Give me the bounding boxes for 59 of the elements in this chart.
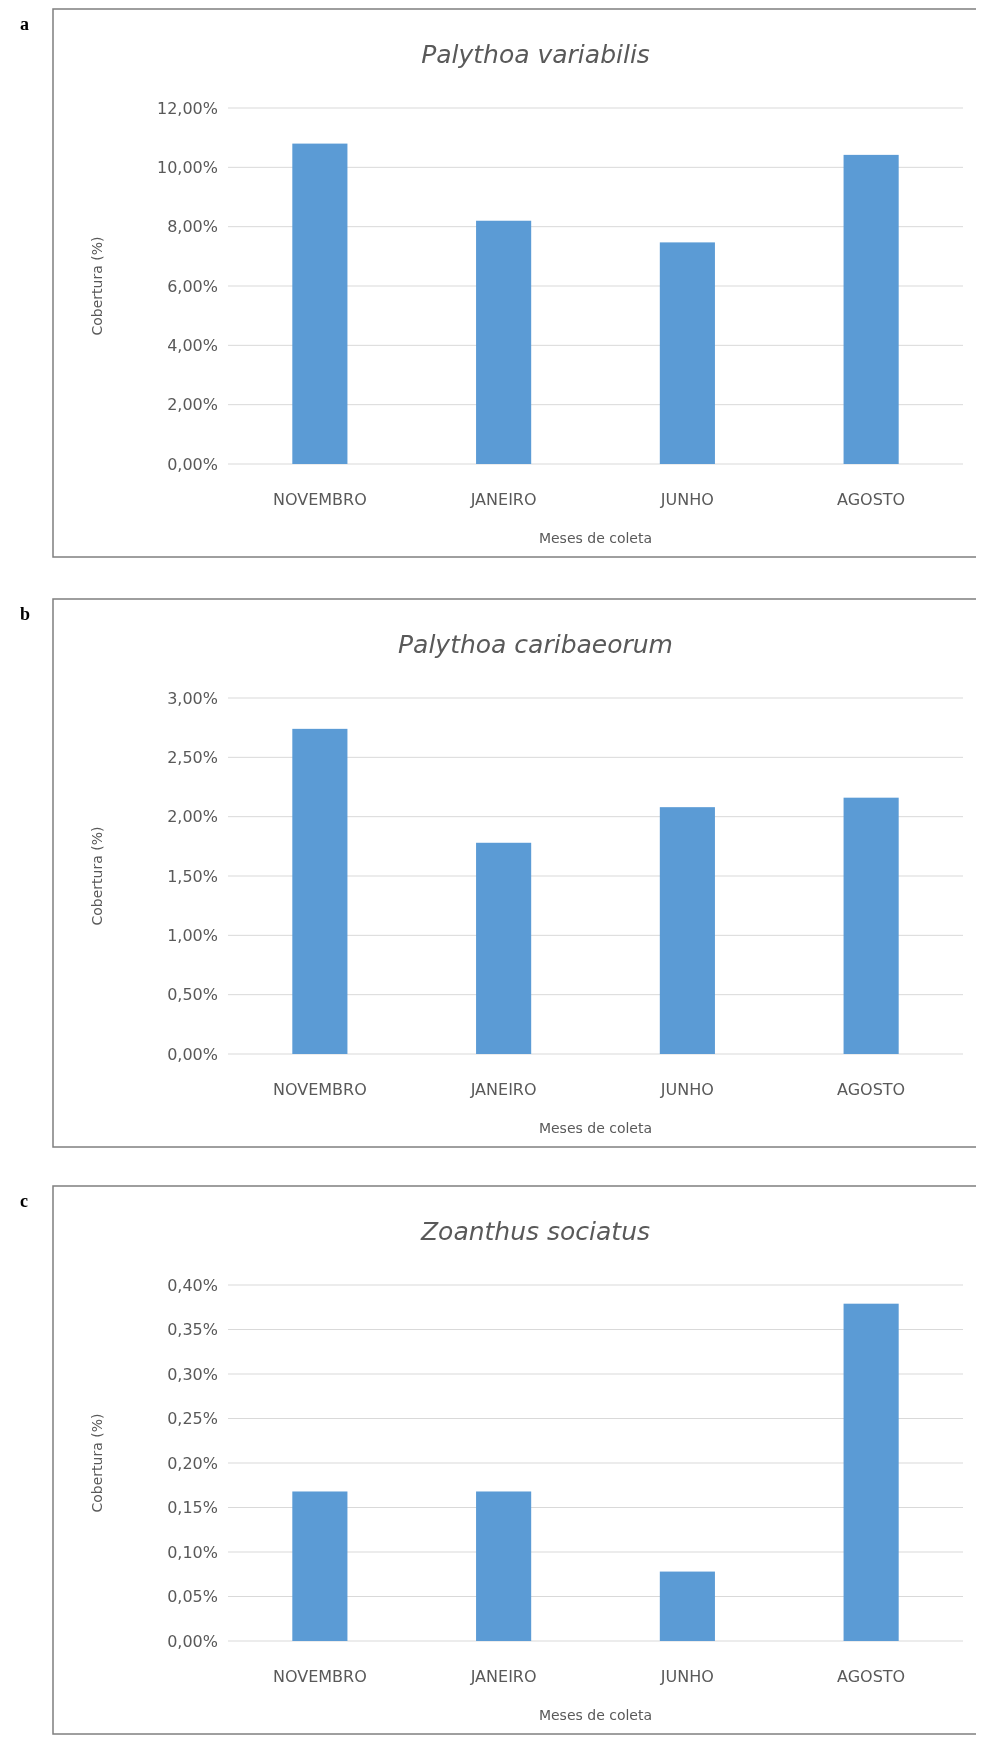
x-axis-title: Meses de coleta xyxy=(538,1707,653,1723)
bar xyxy=(659,807,715,1054)
y-axis-title: Cobertura (%) xyxy=(89,1413,105,1513)
y-tick-label: 1,00% xyxy=(167,925,218,945)
y-tick-label: 0,00% xyxy=(167,1631,218,1651)
x-tick-label: NOVEMBRO xyxy=(272,1080,367,1099)
x-tick-label: AGOSTO xyxy=(837,1667,906,1686)
bar xyxy=(292,728,348,1054)
x-axis-title: Meses de coleta xyxy=(538,530,653,546)
bar xyxy=(843,797,899,1054)
y-tick-label: 12,00% xyxy=(156,98,218,118)
chart-title: Zoanthus sociatus xyxy=(419,1217,651,1246)
bar xyxy=(476,220,532,464)
y-tick-label: 0,15% xyxy=(167,1498,218,1518)
y-tick-label: 0,25% xyxy=(167,1409,218,1429)
bar xyxy=(292,143,348,464)
y-tick-label: 0,00% xyxy=(167,1044,218,1064)
bar xyxy=(292,1491,348,1641)
y-tick-label: 0,50% xyxy=(167,985,218,1005)
y-tick-label: 0,35% xyxy=(167,1320,218,1340)
y-tick-label: 2,00% xyxy=(167,395,218,415)
chart-title: Palythoa variabilis xyxy=(421,40,650,69)
x-tick-label: AGOSTO xyxy=(837,1080,906,1099)
y-tick-label: 1,50% xyxy=(167,866,218,886)
text: a xyxy=(20,14,29,34)
y-tick-label: 10,00% xyxy=(156,157,218,177)
bar xyxy=(659,1571,715,1641)
y-tick-label: 0,20% xyxy=(167,1453,218,1473)
bar xyxy=(659,242,715,464)
x-tick-label: JUNHO xyxy=(659,1667,714,1686)
bar xyxy=(476,1491,532,1641)
y-axis-title: Cobertura (%) xyxy=(89,236,105,336)
y-tick-label: 2,00% xyxy=(167,807,218,827)
x-tick-label: JANEIRO xyxy=(469,1080,537,1099)
x-tick-label: AGOSTO xyxy=(837,490,906,509)
text: c xyxy=(20,1191,28,1211)
bar xyxy=(843,1303,899,1641)
y-axis-title: Cobertura (%) xyxy=(89,826,105,926)
y-tick-label: 0,10% xyxy=(167,1542,218,1562)
x-tick-label: JANEIRO xyxy=(469,1667,537,1686)
bar xyxy=(843,154,899,464)
x-tick-label: JUNHO xyxy=(659,490,714,509)
y-tick-label: 3,00% xyxy=(167,688,218,708)
x-tick-label: NOVEMBRO xyxy=(272,1667,367,1686)
text: b xyxy=(20,604,31,624)
y-tick-label: 6,00% xyxy=(167,276,218,296)
x-tick-label: JUNHO xyxy=(659,1080,714,1099)
y-tick-label: 4,00% xyxy=(167,335,218,355)
y-tick-label: 0,30% xyxy=(167,1364,218,1384)
y-tick-label: 0,00% xyxy=(167,454,218,474)
y-tick-label: 8,00% xyxy=(167,217,218,237)
y-tick-label: 2,50% xyxy=(167,747,218,767)
x-tick-label: NOVEMBRO xyxy=(272,490,367,509)
y-tick-label: 0,05% xyxy=(167,1587,218,1607)
bar xyxy=(476,842,532,1054)
chart-title: Palythoa caribaeorum xyxy=(398,630,673,659)
y-tick-label: 0,40% xyxy=(167,1275,218,1295)
x-axis-title: Meses de coleta xyxy=(538,1120,653,1136)
x-tick-label: JANEIRO xyxy=(469,490,537,509)
